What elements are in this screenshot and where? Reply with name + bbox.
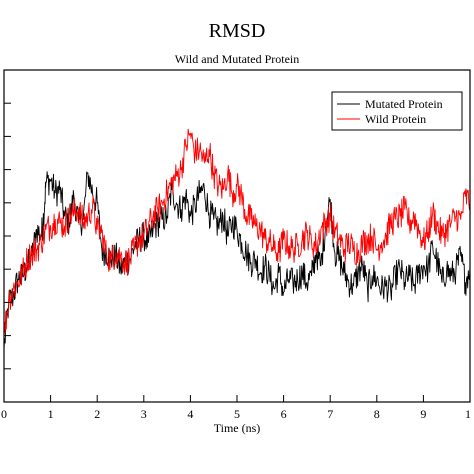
- legend: Mutated Protein Wild Protein: [331, 91, 463, 131]
- x-tick-label: 1: [465, 407, 471, 421]
- x-tick-label: 9: [420, 407, 426, 421]
- x-tick-label: 5: [234, 407, 240, 421]
- x-tick-label: 2: [94, 407, 100, 421]
- series-line-mutated-protein: [3, 171, 471, 349]
- chart-subtitle: Wild and Mutated Protein: [175, 52, 300, 66]
- x-tick-label: 6: [281, 407, 287, 421]
- series-layer: [3, 128, 471, 349]
- x-tick-label: 4: [187, 407, 193, 421]
- series-line-wild-protein: [3, 128, 471, 336]
- x-tick-label: 0: [1, 407, 7, 421]
- x-tick-label: 7: [327, 407, 333, 421]
- legend-label-wild: Wild Protein: [365, 112, 426, 126]
- tick-layer: [3, 102, 471, 402]
- x-tick-label: 8: [374, 407, 380, 421]
- chart-title: RMSD: [209, 20, 266, 42]
- x-tick-label: 1: [48, 407, 54, 421]
- x-tick-label: 3: [141, 407, 147, 421]
- legend-box: [331, 91, 463, 131]
- tick-label-layer: 0 1 2 3 4 5 6 7 8 9 1: [1, 407, 471, 421]
- legend-label-mutated: Mutated Protein: [365, 97, 443, 111]
- x-axis-label: Time (ns): [214, 421, 261, 435]
